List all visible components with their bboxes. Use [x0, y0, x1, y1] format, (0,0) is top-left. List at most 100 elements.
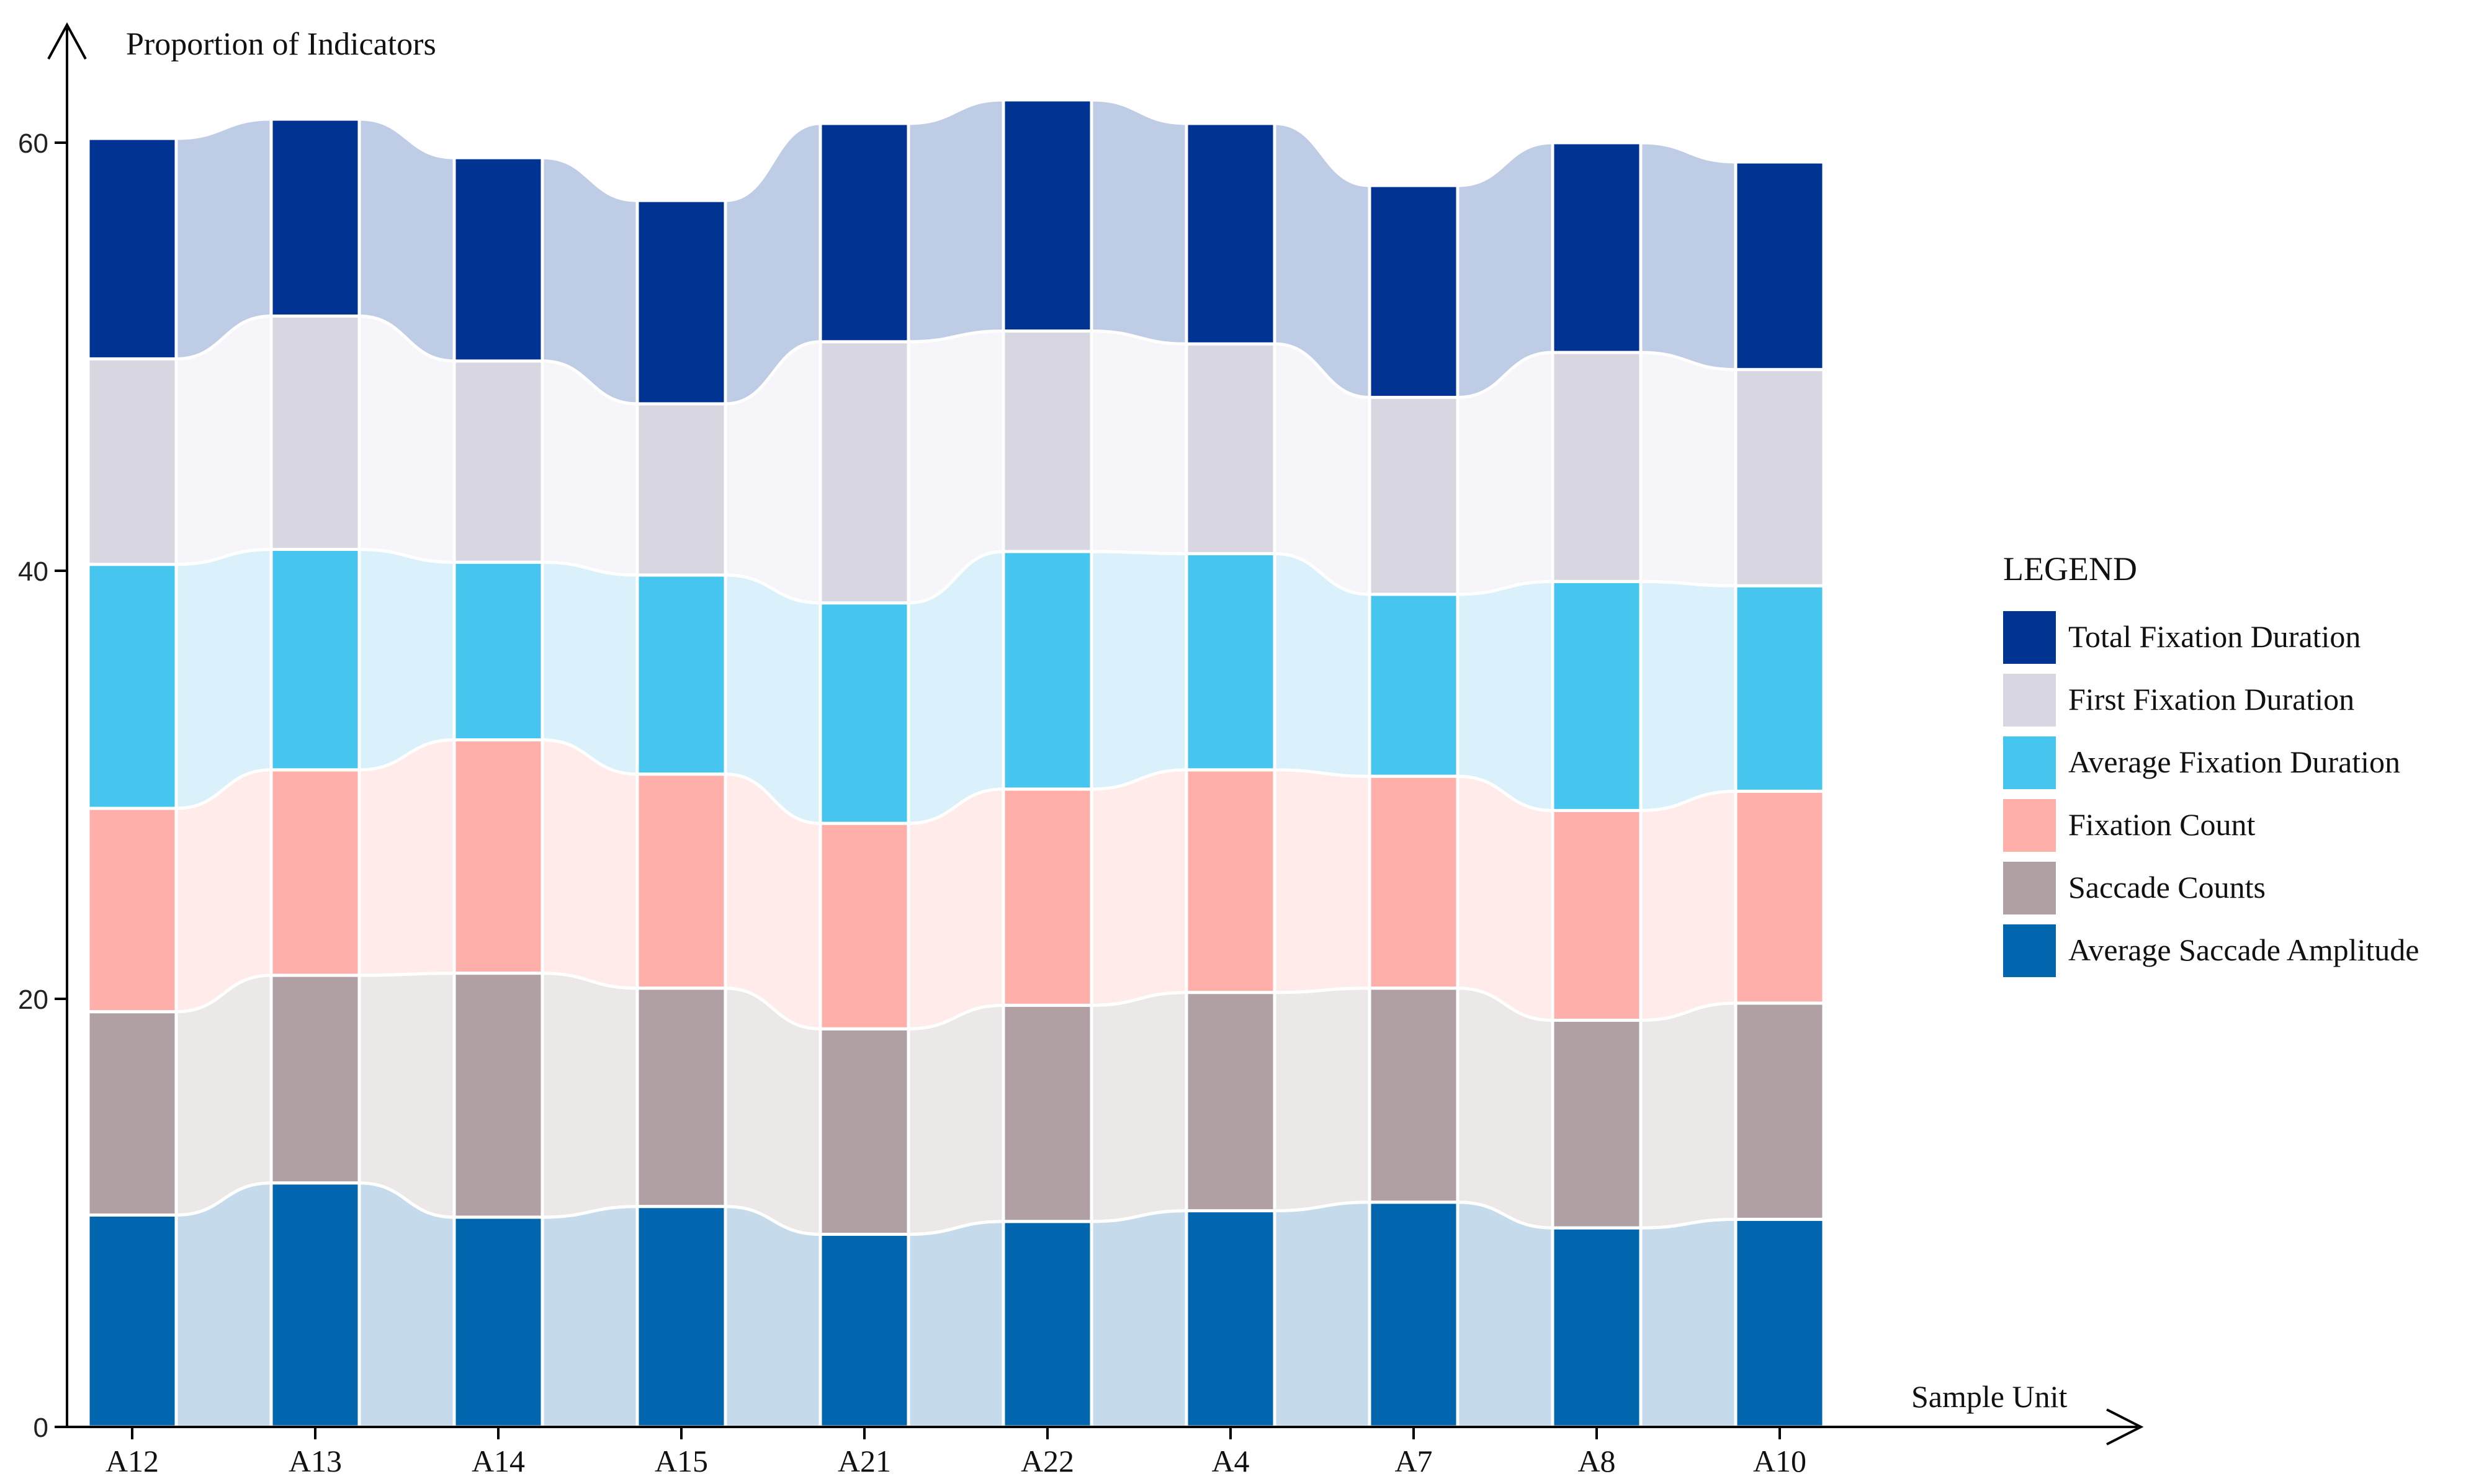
flow-saccade-counts-1: [357, 972, 456, 1219]
legend-swatch-average-saccade-amplitude: [2003, 924, 2056, 977]
flow-total-fixation-duration-8: [1639, 141, 1738, 372]
bar-fixation-count-a4: [1185, 768, 1276, 995]
bar-total-fixation-duration-a8: [1551, 141, 1643, 354]
x-axis-arrow: [2106, 1408, 2144, 1446]
flow-average-fixation-duration-2: [540, 560, 639, 776]
x-tick-label-a10: A10: [1753, 1444, 1806, 1478]
bar-average-fixation-duration-a22: [1002, 550, 1093, 791]
bar-fixation-count-a14: [452, 738, 544, 975]
bar-saccade-counts-a13: [269, 973, 361, 1185]
bar-first-fixation-duration-a21: [818, 340, 910, 605]
bar-average-fixation-duration-a12: [86, 563, 178, 810]
flow-bands: [174, 98, 1738, 1429]
flow-average-fixation-duration-5: [1090, 550, 1188, 791]
bar-saccade-counts-a7: [1368, 986, 1460, 1204]
flow-average-saccade-amplitude-6: [1273, 1200, 1371, 1429]
bar-total-fixation-duration-a21: [818, 122, 910, 344]
x-tick-label-a21: A21: [838, 1444, 891, 1478]
flow-average-saccade-amplitude-0: [174, 1181, 273, 1429]
legend-swatch-fixation-count: [2003, 799, 2056, 852]
flow-fixation-count-7: [1456, 774, 1554, 1022]
flow-saccade-counts-6: [1273, 986, 1371, 1213]
axes: [47, 22, 2144, 1446]
bar-saccade-counts-a15: [635, 986, 727, 1209]
flow-average-fixation-duration-8: [1639, 579, 1738, 812]
bar-average-saccade-amplitude-a10: [1734, 1217, 1826, 1429]
y-tick-label-0: 0: [34, 1413, 48, 1443]
bar-total-fixation-duration-a7: [1368, 184, 1460, 400]
legend-label-average-saccade-amplitude: Average Saccade Amplitude: [2068, 932, 2419, 967]
bar-saccade-counts-a10: [1734, 1001, 1826, 1221]
flow-saccade-counts-2: [540, 972, 639, 1219]
bar-total-fixation-duration-a10: [1734, 160, 1826, 372]
legend-label-fixation-count: Fixation Count: [2068, 807, 2256, 842]
x-tick-label-a22: A22: [1021, 1444, 1074, 1478]
bar-fixation-count-a15: [635, 772, 727, 990]
bar-first-fixation-duration-a8: [1551, 351, 1643, 583]
flow-average-saccade-amplitude-8: [1639, 1217, 1738, 1429]
flow-average-saccade-amplitude-5: [1090, 1209, 1188, 1429]
flow-fixation-count-4: [907, 787, 1005, 1030]
legend-label-average-fixation-duration: Average Fixation Duration: [2068, 744, 2400, 779]
flow-first-fixation-duration-5: [1090, 329, 1188, 555]
flow-average-saccade-amplitude-1: [357, 1181, 456, 1429]
bar-saccade-counts-a8: [1551, 1019, 1643, 1230]
flow-average-saccade-amplitude-3: [724, 1205, 822, 1429]
bar-first-fixation-duration-a14: [452, 359, 544, 564]
bar-saccade-counts-a4: [1185, 991, 1276, 1213]
bar-total-fixation-duration-a13: [269, 117, 361, 318]
bar-first-fixation-duration-a7: [1368, 396, 1460, 596]
y-axis-arrow: [47, 22, 87, 60]
flow-fixation-count-6: [1273, 768, 1371, 995]
x-tick-label-a14: A14: [472, 1444, 525, 1478]
bar-average-fixation-duration-a4: [1185, 552, 1276, 772]
x-axis-label: Sample Unit: [1911, 1379, 2067, 1414]
flow-average-fixation-duration-7: [1456, 579, 1554, 812]
legend-label-saccade-counts: Saccade Counts: [2068, 870, 2266, 905]
bar-average-fixation-duration-a13: [269, 548, 361, 772]
bar-saccade-counts-a22: [1002, 1003, 1093, 1223]
legend-swatch-total-fixation-duration: [2003, 611, 2056, 664]
flow-saccade-counts-8: [1639, 1001, 1738, 1230]
bar-first-fixation-duration-a4: [1185, 342, 1276, 555]
bar-first-fixation-duration-a15: [635, 402, 727, 577]
legend-title: LEGEND: [2003, 550, 2137, 588]
bar-average-saccade-amplitude-a15: [635, 1205, 727, 1429]
bar-segments: [86, 98, 1826, 1429]
legend-swatch-first-fixation-duration: [2003, 674, 2056, 726]
flow-average-fixation-duration-0: [174, 547, 273, 810]
bar-first-fixation-duration-a22: [1002, 329, 1093, 553]
bar-fixation-count-a12: [86, 807, 178, 1014]
y-ticks: 0 20 40 60: [18, 128, 67, 1443]
flow-saccade-counts-7: [1456, 986, 1554, 1230]
x-tick-label-a15: A15: [655, 1444, 708, 1478]
bar-total-fixation-duration-a4: [1185, 122, 1276, 346]
bar-saccade-counts-a14: [452, 972, 544, 1219]
legend: LEGEND Total Fixation Duration First Fixa…: [2003, 550, 2419, 977]
bar-average-saccade-amplitude-a14: [452, 1215, 544, 1429]
bar-average-saccade-amplitude-a13: [269, 1181, 361, 1429]
bar-fixation-count-a22: [1002, 787, 1093, 1007]
flow-total-fixation-duration-4: [907, 98, 1005, 344]
bar-saccade-counts-a12: [86, 1010, 178, 1217]
y-tick-label-20: 20: [18, 985, 48, 1015]
bar-total-fixation-duration-a22: [1002, 98, 1093, 333]
flow-average-saccade-amplitude-7: [1456, 1200, 1554, 1429]
bar-total-fixation-duration-a14: [452, 156, 544, 363]
bar-average-fixation-duration-a21: [818, 601, 910, 825]
flow-average-saccade-amplitude-4: [907, 1220, 1005, 1429]
y-tick-label-40: 40: [18, 556, 48, 587]
y-axis-label: Proportion of Indicators: [126, 27, 436, 62]
flow-fixation-count-5: [1090, 768, 1188, 1007]
legend-swatch-saccade-counts: [2003, 862, 2056, 914]
x-tick-label-a8: A8: [1577, 1444, 1615, 1478]
bar-saccade-counts-a21: [818, 1027, 910, 1236]
x-tick-label-a4: A4: [1211, 1444, 1249, 1478]
bar-average-saccade-amplitude-a12: [86, 1213, 178, 1429]
bar-average-saccade-amplitude-a7: [1368, 1200, 1460, 1429]
bar-total-fixation-duration-a15: [635, 199, 727, 406]
flow-saccade-counts-4: [907, 1003, 1005, 1236]
bar-average-fixation-duration-a15: [635, 573, 727, 776]
flow-total-fixation-duration-5: [1090, 98, 1188, 346]
